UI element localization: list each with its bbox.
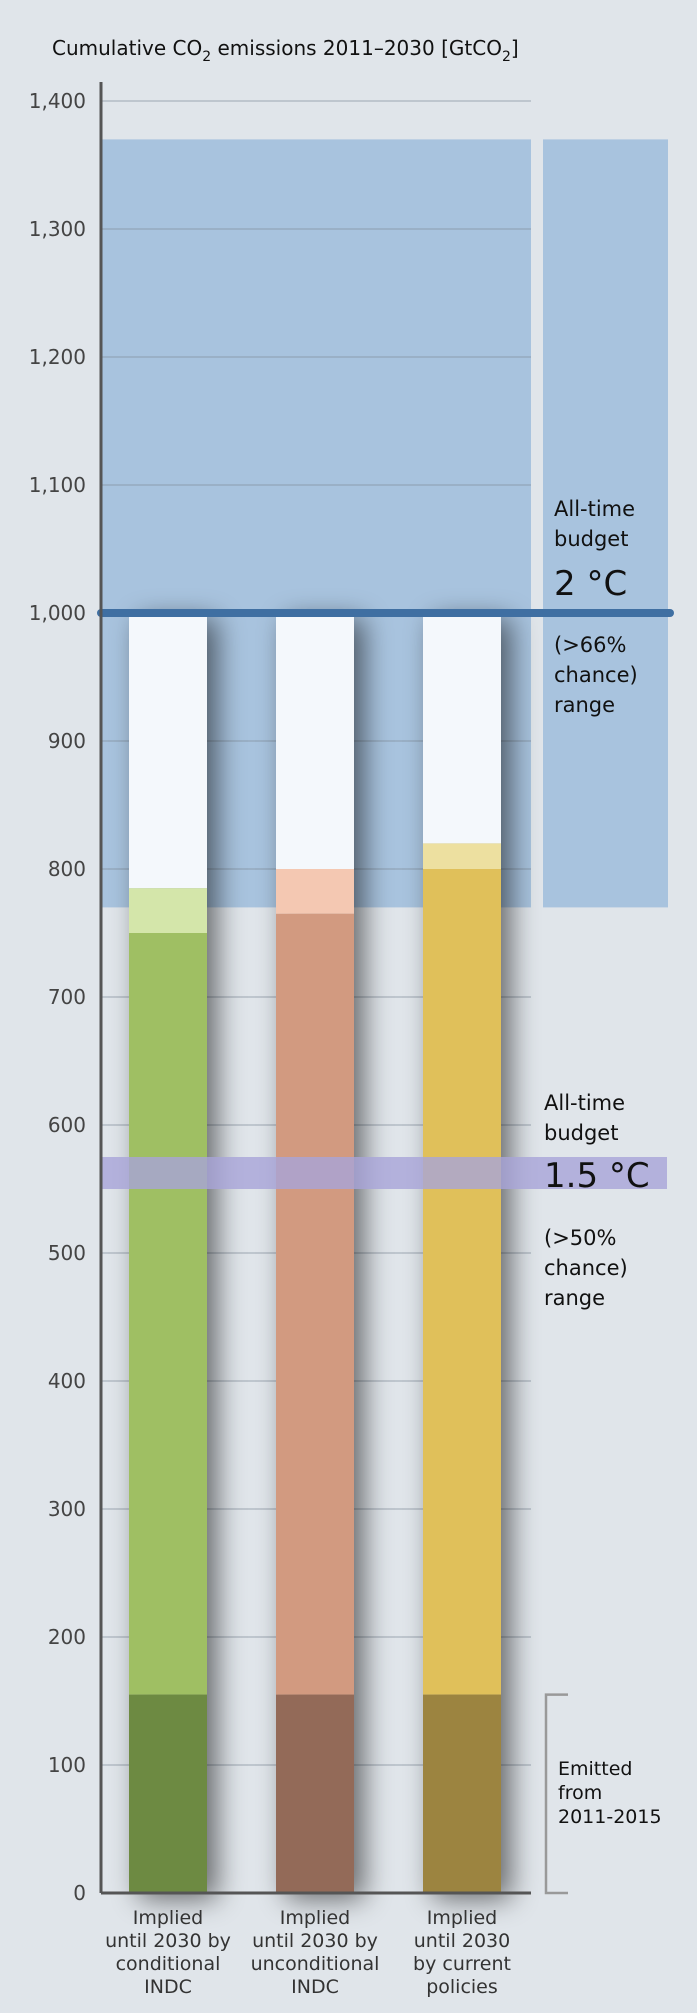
budget-15c-chance: chance): [544, 1256, 628, 1280]
category-label: by current: [413, 1953, 511, 1975]
budget-15c-chance: (>50%: [544, 1226, 616, 1250]
budget-15c-title: 1.5 °C: [544, 1156, 650, 1196]
emitted-label: 2011-2015: [558, 1806, 662, 1828]
bar-implied: [129, 933, 207, 1695]
budget-2c-label: All-time: [554, 497, 635, 521]
y-tick-label: 1,400: [29, 89, 86, 113]
bar-implied: [276, 914, 354, 1695]
y-tick-label: 600: [48, 1113, 86, 1137]
budget-2c-side-band: [543, 139, 668, 907]
bar-remaining-budget: [129, 613, 207, 888]
budget-2c-label: budget: [554, 527, 628, 551]
emitted-label: Emitted: [558, 1758, 632, 1780]
category-label: policies: [426, 1976, 498, 1998]
y-tick-label: 1,100: [29, 473, 86, 497]
budget-15c-chance: range: [544, 1286, 605, 1310]
y-tick-label: 500: [48, 1241, 86, 1265]
emitted-label: from: [558, 1782, 602, 1804]
category-label: conditional: [116, 1953, 221, 1975]
bar-group: [276, 613, 354, 1893]
y-tick-label: 400: [48, 1369, 86, 1393]
category-label: Implied: [133, 1907, 203, 1929]
budget-15c-label: budget: [544, 1121, 618, 1145]
bar-implied-range: [276, 869, 354, 914]
budget-2c-chance: range: [554, 693, 615, 717]
y-tick-label: 1,300: [29, 217, 86, 241]
bar-emitted: [276, 1695, 354, 1893]
bar-remaining-budget: [423, 613, 501, 843]
bars: [129, 613, 501, 1893]
y-tick-label: 1,200: [29, 345, 86, 369]
y-tick-label: 700: [48, 985, 86, 1009]
y-tick-label: 0: [73, 1881, 86, 1905]
bar-group: [423, 613, 501, 1893]
y-tick-label: 100: [48, 1753, 86, 1777]
y-tick-label: 200: [48, 1625, 86, 1649]
category-label: unconditional: [251, 1953, 380, 1975]
bar-group: [129, 613, 207, 1893]
y-tick-label: 800: [48, 857, 86, 881]
bar-remaining-budget: [276, 613, 354, 869]
budget-2c-chance: chance): [554, 663, 638, 687]
y-tick-label: 1,000: [29, 601, 86, 625]
budget-2c-chance: (>66%: [554, 633, 626, 657]
category-label: INDC: [291, 1976, 339, 1998]
category-label: until 2030: [414, 1930, 510, 1952]
bar-implied-range: [129, 888, 207, 933]
category-label: Implied: [427, 1907, 497, 1929]
y-tick-label: 900: [48, 729, 86, 753]
bar-emitted: [129, 1695, 207, 1893]
category-label: until 2030 by: [105, 1930, 231, 1952]
budget-2c-title: 2 °C: [554, 564, 627, 604]
y-tick-label: 300: [48, 1497, 86, 1521]
category-label: INDC: [144, 1976, 192, 1998]
chart-title: Cumulative CO2 emissions 2011–2030 [GtCO…: [52, 36, 519, 65]
category-label: until 2030 by: [252, 1930, 378, 1952]
bar-emitted: [423, 1695, 501, 1893]
category-label: Implied: [280, 1907, 350, 1929]
bar-implied: [423, 869, 501, 1695]
budget-15c-label: All-time: [544, 1091, 625, 1115]
bar-implied-range: [423, 843, 501, 869]
